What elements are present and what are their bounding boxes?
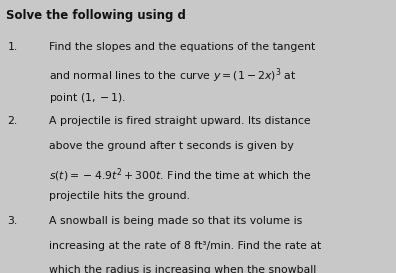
- Text: Find the slopes and the equations of the tangent: Find the slopes and the equations of the…: [49, 41, 315, 52]
- Text: A snowball is being made so that its volume is: A snowball is being made so that its vol…: [49, 216, 302, 226]
- Text: 3.: 3.: [7, 216, 17, 226]
- Text: Solve the following using d: Solve the following using d: [6, 10, 186, 22]
- Text: $s(t) = -4.9t^2 + 300t$. Find the time at which the: $s(t) = -4.9t^2 + 300t$. Find the time a…: [49, 166, 311, 183]
- Text: projectile hits the ground.: projectile hits the ground.: [49, 191, 190, 201]
- Text: point $(1, -1)$.: point $(1, -1)$.: [49, 91, 125, 105]
- Text: 1.: 1.: [7, 41, 17, 52]
- Text: above the ground after t seconds is given by: above the ground after t seconds is give…: [49, 141, 293, 151]
- Text: A projectile is fired straight upward. Its distance: A projectile is fired straight upward. I…: [49, 116, 310, 126]
- Text: 2.: 2.: [7, 116, 17, 126]
- Text: and normal lines to the curve $y = (1 - 2x)^3$ at: and normal lines to the curve $y = (1 - …: [49, 66, 296, 85]
- Text: increasing at the rate of 8 ft³/min. Find the rate at: increasing at the rate of 8 ft³/min. Fin…: [49, 241, 321, 251]
- Text: which the radius is increasing when the snowball: which the radius is increasing when the …: [49, 265, 316, 273]
